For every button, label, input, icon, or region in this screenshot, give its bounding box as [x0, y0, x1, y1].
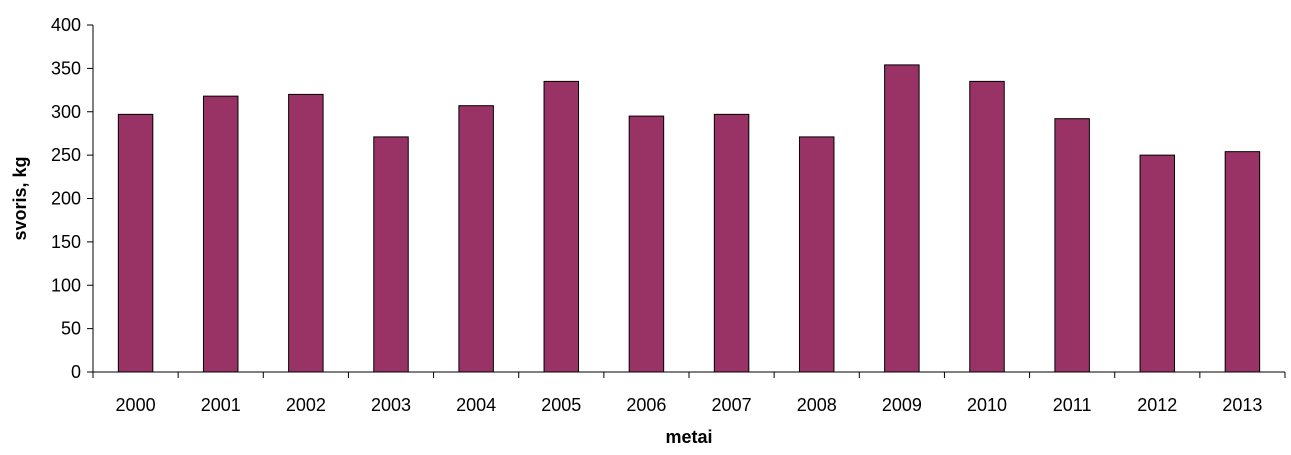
x-tick-label-2002: 2002	[286, 395, 326, 415]
x-axis-title: metai	[665, 427, 712, 447]
y-tick-label: 150	[51, 232, 81, 252]
bar-2009	[884, 64, 920, 373]
y-axis-title: svoris, kg	[10, 156, 30, 240]
x-tick-label-2012: 2012	[1137, 395, 1177, 415]
bar-2007	[713, 113, 750, 373]
y-tick-label: 50	[61, 319, 81, 339]
x-tick-label-2010: 2010	[967, 395, 1007, 415]
bar-2011	[1054, 118, 1090, 373]
bar-2004	[458, 105, 494, 373]
x-tick-label-2005: 2005	[541, 395, 581, 415]
x-tick-label-2007: 2007	[712, 395, 752, 415]
x-tick-label-2001: 2001	[201, 395, 241, 415]
bar-2010	[969, 80, 1005, 373]
y-tick-label: 300	[51, 102, 81, 122]
bar-2005	[543, 80, 580, 373]
y-tick-label: 200	[51, 189, 81, 209]
x-tick-label-2006: 2006	[626, 395, 666, 415]
y-tick-label: 100	[51, 275, 81, 295]
bar-2012	[1139, 154, 1176, 373]
bar-2003	[373, 136, 409, 373]
x-axis-ticks: 2000 2001 2002 2003 2004 2005 2006 2007 2008 2009…	[92, 372, 1286, 415]
x-tick-label-2004: 2004	[456, 395, 496, 415]
y-tick-label: 350	[51, 58, 81, 78]
bars	[117, 64, 1261, 373]
y-tick-label: 0	[71, 362, 81, 382]
bar-2013	[1224, 151, 1261, 373]
x-tick-label-2011: 2011	[1053, 395, 1092, 415]
bar-2000	[117, 113, 154, 373]
y-tick-label: 400	[51, 15, 81, 35]
x-tick-label-2003: 2003	[371, 395, 411, 415]
bar-2001	[202, 95, 239, 373]
bar-2008	[798, 136, 835, 373]
bar-2006	[628, 115, 665, 373]
y-tick-label: 250	[51, 145, 81, 165]
x-tick-label-2009: 2009	[882, 395, 922, 415]
x-tick-label-2008: 2008	[797, 395, 837, 415]
y-axis-ticks: 0 50 100 150 200 250 300 350 400	[51, 15, 93, 382]
bar-2002	[288, 93, 324, 373]
x-tick-label-2000: 2000	[116, 395, 156, 415]
x-tick-label-2013: 2013	[1222, 395, 1262, 415]
